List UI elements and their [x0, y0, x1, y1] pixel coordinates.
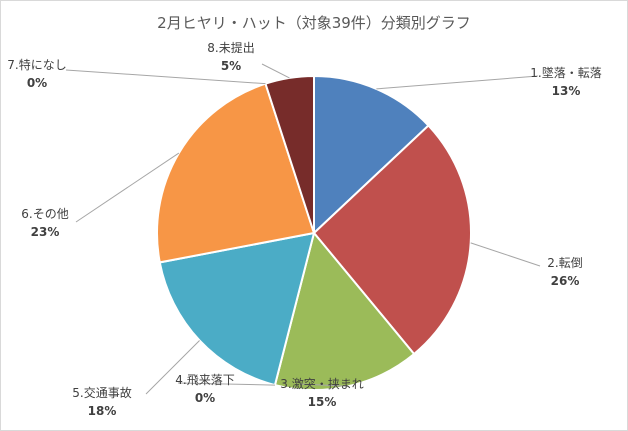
slice-label-6: 6.その他 — [21, 207, 68, 221]
slice-percent-4: 0% — [195, 391, 215, 405]
slice-label-5: 5.交通事故 — [72, 385, 131, 400]
slice-label-8: 8.未提出 — [207, 40, 254, 55]
leader-line-3 — [299, 383, 349, 387]
pie-slice-1 — [313, 74, 430, 236]
leader-line-4 — [177, 382, 275, 386]
slice-percent-8: 5% — [221, 59, 241, 73]
slice-label-3: 3.激突・挟まれ — [280, 376, 363, 391]
pie-slice-8 — [264, 74, 315, 234]
slice-label-7: 7.特になし — [7, 57, 66, 72]
slice-label-4: 4.飛来落下 — [175, 373, 234, 387]
slice-percent-2: 26% — [551, 274, 580, 288]
leader-line-8 — [261, 63, 290, 79]
slice-percent-6: 23% — [31, 225, 60, 239]
slice-percent-7: 0% — [27, 76, 47, 90]
slice-label-2: 2.転倒 — [547, 256, 582, 270]
leader-line-2 — [470, 242, 541, 267]
chart-title: 2月ヒヤリ・ハット（対象39件）分類別グラフ — [157, 14, 471, 32]
pie-slice-2 — [312, 124, 472, 356]
slice-percent-1: 13% — [552, 84, 581, 98]
slice-percent-5: 18% — [88, 404, 117, 418]
leader-line-5 — [145, 340, 200, 395]
leader-line-7 — [65, 69, 266, 85]
slice-label-1: 1.墜落・転落 — [530, 65, 601, 80]
slice-percent-3: 15% — [308, 395, 337, 409]
leader-line-1 — [376, 75, 539, 90]
leader-line-6 — [75, 152, 180, 223]
